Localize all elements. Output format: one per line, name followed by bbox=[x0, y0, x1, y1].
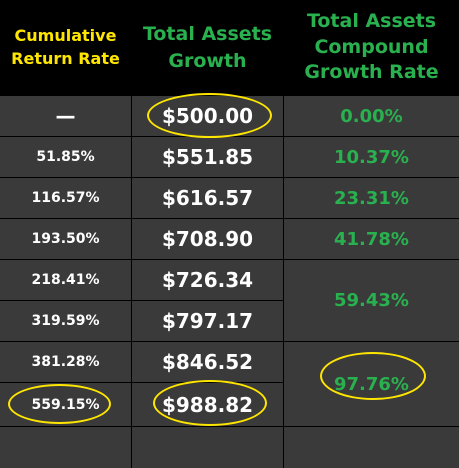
cumulative-cell: 193.50% bbox=[0, 219, 131, 259]
header-compound-line2: Compound bbox=[314, 35, 429, 58]
header-compound-line1: Total Assets bbox=[306, 10, 437, 33]
total-assets-cell: $797.17 bbox=[132, 301, 283, 341]
cumulative-cell: 51.85% bbox=[0, 137, 131, 177]
cumulative-cell: 116.57% bbox=[0, 178, 131, 218]
compound-rate-cell: 10.37% bbox=[284, 137, 459, 177]
total-assets-cell: $988.82 bbox=[132, 383, 283, 426]
header-compound-line3: Growth Rate bbox=[304, 61, 439, 84]
compound-rate-cell: 59.43% bbox=[284, 260, 459, 341]
header-total-assets-growth: Total Assets Growth bbox=[132, 0, 283, 95]
cumulative-cell: 218.41% bbox=[0, 260, 131, 300]
total-assets-cell: $708.90 bbox=[132, 219, 283, 259]
total-assets-cell: $551.85 bbox=[132, 137, 283, 177]
total-assets-cell: $846.52 bbox=[132, 342, 283, 382]
empty-cell bbox=[284, 427, 459, 468]
compound-rate-cell: 97.76% bbox=[284, 342, 459, 426]
header-cumulative-line1: Cumulative bbox=[14, 26, 117, 46]
cumulative-cell: 381.28% bbox=[0, 342, 131, 382]
header-total-assets-line1: Total Assets bbox=[142, 22, 273, 45]
compound-rate-cell: 0.00% bbox=[284, 96, 459, 136]
empty-cell bbox=[132, 427, 283, 468]
header-total-assets-line2: Growth bbox=[168, 49, 247, 72]
total-assets-cell: $726.34 bbox=[132, 260, 283, 300]
header-cumulative-line2: Return Rate bbox=[11, 48, 120, 68]
compound-rate-cell: 23.31% bbox=[284, 178, 459, 218]
total-assets-cell: $616.57 bbox=[132, 178, 283, 218]
cumulative-cell: 559.15% bbox=[0, 383, 131, 426]
total-assets-cell: $500.00 bbox=[132, 96, 283, 136]
cumulative-cell: — bbox=[0, 96, 131, 136]
compound-rate-cell: 41.78% bbox=[284, 219, 459, 259]
cumulative-cell: 319.59% bbox=[0, 301, 131, 341]
header-cumulative-return-rate: Cumulative Return Rate bbox=[0, 0, 131, 95]
empty-cell bbox=[0, 427, 131, 468]
header-compound-growth-rate: Total Assets Compound Growth Rate bbox=[284, 0, 459, 95]
